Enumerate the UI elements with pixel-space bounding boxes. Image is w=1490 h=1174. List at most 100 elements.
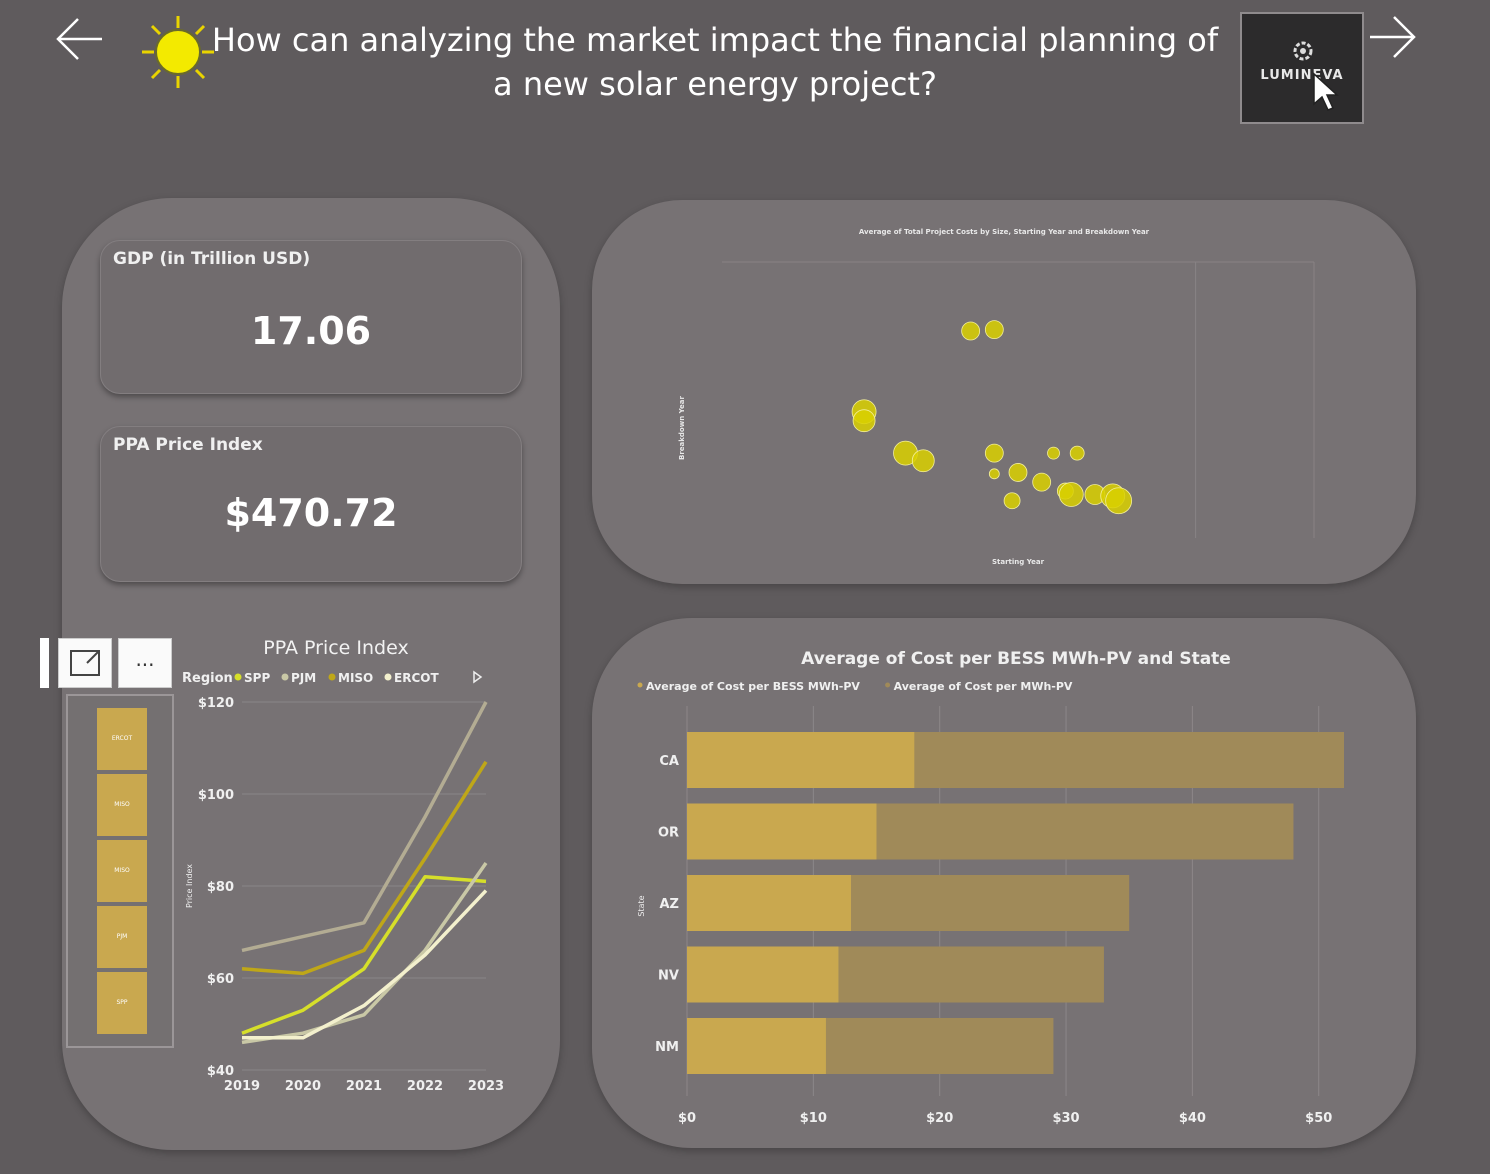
bar[interactable] [687,946,839,1003]
y-axis-title: Price Index [185,864,194,908]
x-tick-label: $20 [926,1111,953,1126]
series-line[interactable] [241,760,488,976]
scatter-point[interactable] [1032,472,1052,492]
scatter-point[interactable] [1003,492,1021,510]
legend-marker [234,673,242,681]
back-button[interactable] [50,14,110,64]
y-tick-label: $80 [207,880,234,895]
category-label: CA [659,754,679,769]
bar[interactable] [687,803,877,860]
bar-y-title: State [637,895,646,916]
ppa-value: $470.72 [224,491,398,535]
scatter-point[interactable] [984,320,1004,340]
legend-label[interactable]: PJM [291,671,316,685]
scatter-point[interactable] [911,449,935,473]
focus-mode-button[interactable] [58,638,112,688]
scatter-y-title: Breakdown Year [678,395,686,460]
bar[interactable] [851,875,1130,931]
legend-marker [885,682,891,688]
forward-button[interactable] [1364,12,1424,62]
legend-label[interactable]: Average of Cost per MWh-PV [894,680,1073,693]
bar-chart-title: Average of Cost per BESS MWh-PV and Stat… [801,649,1231,669]
scatter-point[interactable] [1069,445,1085,461]
category-label: NM [655,1040,679,1055]
x-tick-label: 2023 [468,1079,504,1094]
category-label: OR [658,826,679,841]
x-tick-label: $50 [1305,1111,1332,1126]
sun-icon [140,14,216,90]
category-label: NV [658,969,679,984]
scatter-point[interactable] [1105,487,1133,515]
x-tick-label: $40 [1179,1111,1206,1126]
scatter-point[interactable] [961,321,981,341]
x-tick-label: $0 [678,1111,696,1126]
legend-label[interactable]: MISO [338,671,373,685]
scatter-point[interactable] [1008,463,1028,482]
bar[interactable] [838,946,1104,1003]
legend-next-icon[interactable] [473,670,483,684]
more-options-icon: ... [135,647,155,671]
x-tick-label: $10 [800,1111,827,1126]
legend-label[interactable]: Average of Cost per BESS MWh-PV [646,680,860,693]
scatter-point[interactable] [852,409,876,433]
slicer-item[interactable]: MISO [97,774,147,836]
scatter-point[interactable] [1047,446,1060,460]
ppa-label: PPA Price Index [113,435,263,455]
region-slicer: ERCOT MISO MISO PJM SPP [66,694,174,1048]
cursor-icon [1313,72,1339,111]
ppa-card: PPA Price Index $470.72 [100,426,522,582]
x-tick-label: 2020 [285,1079,321,1094]
arrow-right-icon [1370,16,1416,58]
y-tick-label: $120 [198,696,234,711]
x-tick-label: 2021 [346,1079,382,1094]
scatter-chart: Average of Total Project Costs by Size, … [678,228,1315,566]
gdp-label: GDP (in Trillion USD) [113,249,311,269]
y-tick-label: $60 [207,972,234,987]
scatter-title: Average of Total Project Costs by Size, … [859,228,1150,236]
ppa-line-chart: PPA Price Index Region SPP PJM MISO ERCOT $40 $… [182,637,504,1094]
slicer-item[interactable]: PJM [97,906,147,968]
scatter-point[interactable] [988,468,1000,480]
series-line[interactable] [242,889,488,1040]
bar-chart: Average of Cost per BESS MWh-PV and Stat… [637,649,1344,1126]
legend-marker [281,673,289,681]
more-options-button[interactable]: ... [118,638,172,688]
gdp-card: GDP (in Trillion USD) 17.06 [100,240,522,394]
x-tick-label: 2019 [224,1079,260,1094]
scatter-x-title: Starting Year [992,558,1045,566]
bar[interactable] [687,732,915,788]
focus-mode-icon [70,650,100,676]
legend-marker [384,673,392,681]
y-tick-label: $100 [198,788,234,803]
bar[interactable] [687,875,852,931]
gdp-value: 17.06 [250,309,372,353]
bar[interactable] [914,732,1344,788]
line-chart-title: PPA Price Index [263,637,408,659]
bar[interactable] [687,1018,826,1074]
legend-label[interactable]: ERCOT [394,671,439,685]
page-title: How can analyzing the market impact the … [211,21,1219,103]
series-line[interactable] [241,875,487,1035]
legend-label[interactable]: SPP [244,671,270,685]
series-line[interactable] [241,701,488,953]
scatter-point[interactable] [984,443,1004,463]
x-tick-label: $30 [1052,1111,1079,1126]
bar[interactable] [876,803,1294,860]
gear-logo-icon [1293,41,1313,61]
scatter-panel [592,200,1416,584]
legend-title: Region [182,671,233,686]
slicer-item[interactable]: MISO [97,840,147,902]
y-tick-label: $40 [207,1064,234,1079]
legend-marker [637,682,643,688]
logo-button[interactable]: LUMINEVA [1240,12,1364,124]
category-label: AZ [660,897,680,912]
bar[interactable] [825,1018,1054,1074]
arrow-left-icon [56,18,102,60]
series-line[interactable] [241,861,488,1045]
slicer-item[interactable]: SPP [97,972,147,1034]
x-tick-label: 2022 [407,1079,443,1094]
logo-text: LUMINEVA [1260,68,1344,83]
selection-handle[interactable] [40,638,49,688]
slicer-item[interactable]: ERCOT [97,708,147,770]
scatter-point[interactable] [1058,482,1084,507]
